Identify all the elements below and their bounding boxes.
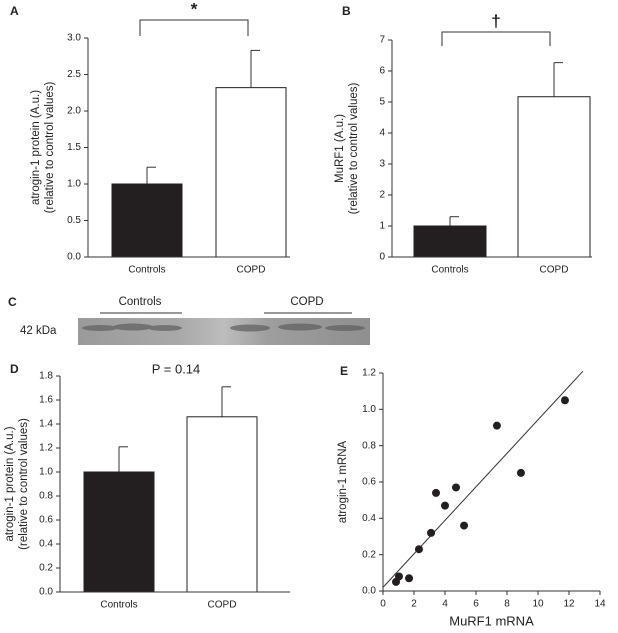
y-tick-label: 3 bbox=[379, 159, 385, 170]
x-tick-label: 0 bbox=[380, 599, 386, 610]
blot-image bbox=[78, 318, 370, 345]
point bbox=[427, 528, 436, 537]
y-tick-label: 5 bbox=[379, 97, 385, 108]
y-axis-label: atrogin-1 protein (A.u.) bbox=[30, 90, 42, 205]
y-tick-label: 2.0 bbox=[67, 106, 81, 117]
y-tick-label: 1 bbox=[379, 221, 385, 232]
y-tick-label: 0.0 bbox=[67, 252, 81, 263]
significance-bracket bbox=[441, 31, 551, 46]
point bbox=[394, 572, 403, 581]
annotation: * bbox=[191, 0, 198, 18]
y-tick-label: 1.0 bbox=[67, 179, 81, 190]
y-tick-label: 0.0 bbox=[362, 586, 376, 597]
x-tick-label: 12 bbox=[563, 599, 575, 610]
blot-bands bbox=[82, 323, 365, 332]
y-axis-label: atrogin-1 mRNA bbox=[337, 440, 349, 523]
x-tick-label: 14 bbox=[594, 599, 606, 610]
y-tick-label: 0.2 bbox=[362, 549, 376, 560]
x-tick-label: COPD bbox=[540, 265, 569, 276]
y-tick-label: 6 bbox=[379, 66, 385, 77]
y-tick-label: 0.2 bbox=[39, 563, 53, 574]
x-tick-label: 8 bbox=[504, 599, 510, 610]
annotation: † bbox=[491, 11, 500, 30]
y-tick-label: 1.0 bbox=[39, 467, 53, 478]
point bbox=[460, 521, 469, 530]
y-axis-label: MuRF1 (A.u.) bbox=[334, 114, 346, 183]
y-tick-label: 1.0 bbox=[362, 404, 376, 415]
x-tick-label: 10 bbox=[532, 599, 544, 610]
y-tick-label: 0 bbox=[379, 252, 385, 263]
y-tick-label: 2.5 bbox=[67, 69, 81, 80]
y-tick-label: 1.4 bbox=[39, 419, 53, 430]
panel-label: B bbox=[342, 4, 351, 18]
x-tick-label: COPD bbox=[237, 265, 266, 276]
y-tick-label: 1.2 bbox=[362, 368, 376, 379]
point bbox=[516, 468, 525, 477]
y-axis-label: atrogin-1 protein (A.u.) bbox=[4, 426, 16, 541]
y-tick-label: 0.6 bbox=[362, 477, 376, 488]
y-tick-label: 1.6 bbox=[39, 395, 53, 406]
x-tick-label: COPD bbox=[208, 600, 237, 611]
blot-group-label: Controls bbox=[119, 296, 162, 308]
x-axis-label: MuRF1 mRNA bbox=[449, 613, 534, 628]
blot-group-label: COPD bbox=[290, 296, 323, 308]
y-tick-label: 7 bbox=[379, 35, 385, 46]
point bbox=[441, 501, 449, 510]
band-label: 42 kDa bbox=[20, 325, 57, 337]
y-tick-label: 1.2 bbox=[39, 443, 53, 454]
panel-label: C bbox=[8, 295, 17, 309]
bar bbox=[413, 225, 487, 258]
y-tick-label: 3.0 bbox=[67, 33, 81, 44]
bar bbox=[517, 96, 591, 258]
significance-bracket bbox=[139, 19, 249, 36]
y-tick-label: 4 bbox=[379, 128, 385, 139]
y-tick-label: 0.0 bbox=[39, 587, 53, 598]
panel-label: D bbox=[10, 362, 19, 376]
y-tick-label: 0.4 bbox=[39, 539, 53, 550]
x-tick-label: Controls bbox=[431, 265, 468, 276]
y-tick-label: 1.5 bbox=[67, 142, 81, 153]
trend-line bbox=[382, 370, 584, 588]
y-tick-label: 2 bbox=[379, 190, 385, 201]
bar bbox=[215, 87, 287, 258]
y-tick-label: 0.8 bbox=[39, 491, 53, 502]
point bbox=[414, 545, 423, 554]
point bbox=[432, 488, 441, 497]
point bbox=[452, 483, 461, 492]
bar bbox=[111, 183, 183, 258]
y-axis-label: (relative to control values) bbox=[348, 82, 360, 214]
point bbox=[560, 396, 569, 405]
panel-label: E bbox=[340, 364, 348, 378]
y-tick-label: 0.8 bbox=[362, 440, 376, 451]
x-tick-label: 6 bbox=[473, 599, 479, 610]
y-tick-label: 1.8 bbox=[39, 371, 53, 382]
x-tick-label: 2 bbox=[411, 599, 417, 610]
point bbox=[492, 421, 501, 430]
y-axis-label: (relative to control values) bbox=[44, 81, 56, 213]
panel-label: A bbox=[10, 4, 19, 18]
y-axis-label: (relative to control values) bbox=[18, 418, 30, 550]
x-tick-label: 4 bbox=[442, 599, 448, 610]
bar bbox=[186, 416, 258, 593]
annotation: P = 0.14 bbox=[152, 361, 201, 376]
y-tick-label: 0.5 bbox=[67, 215, 81, 226]
blot-panel: C Controls COPD 42 kDa bbox=[8, 295, 370, 345]
y-tick-label: 0.4 bbox=[362, 513, 376, 524]
x-tick-label: Controls bbox=[128, 265, 165, 276]
y-tick-label: 0.6 bbox=[39, 515, 53, 526]
x-tick-label: Controls bbox=[100, 600, 137, 611]
bar bbox=[83, 471, 155, 593]
point bbox=[405, 574, 414, 583]
